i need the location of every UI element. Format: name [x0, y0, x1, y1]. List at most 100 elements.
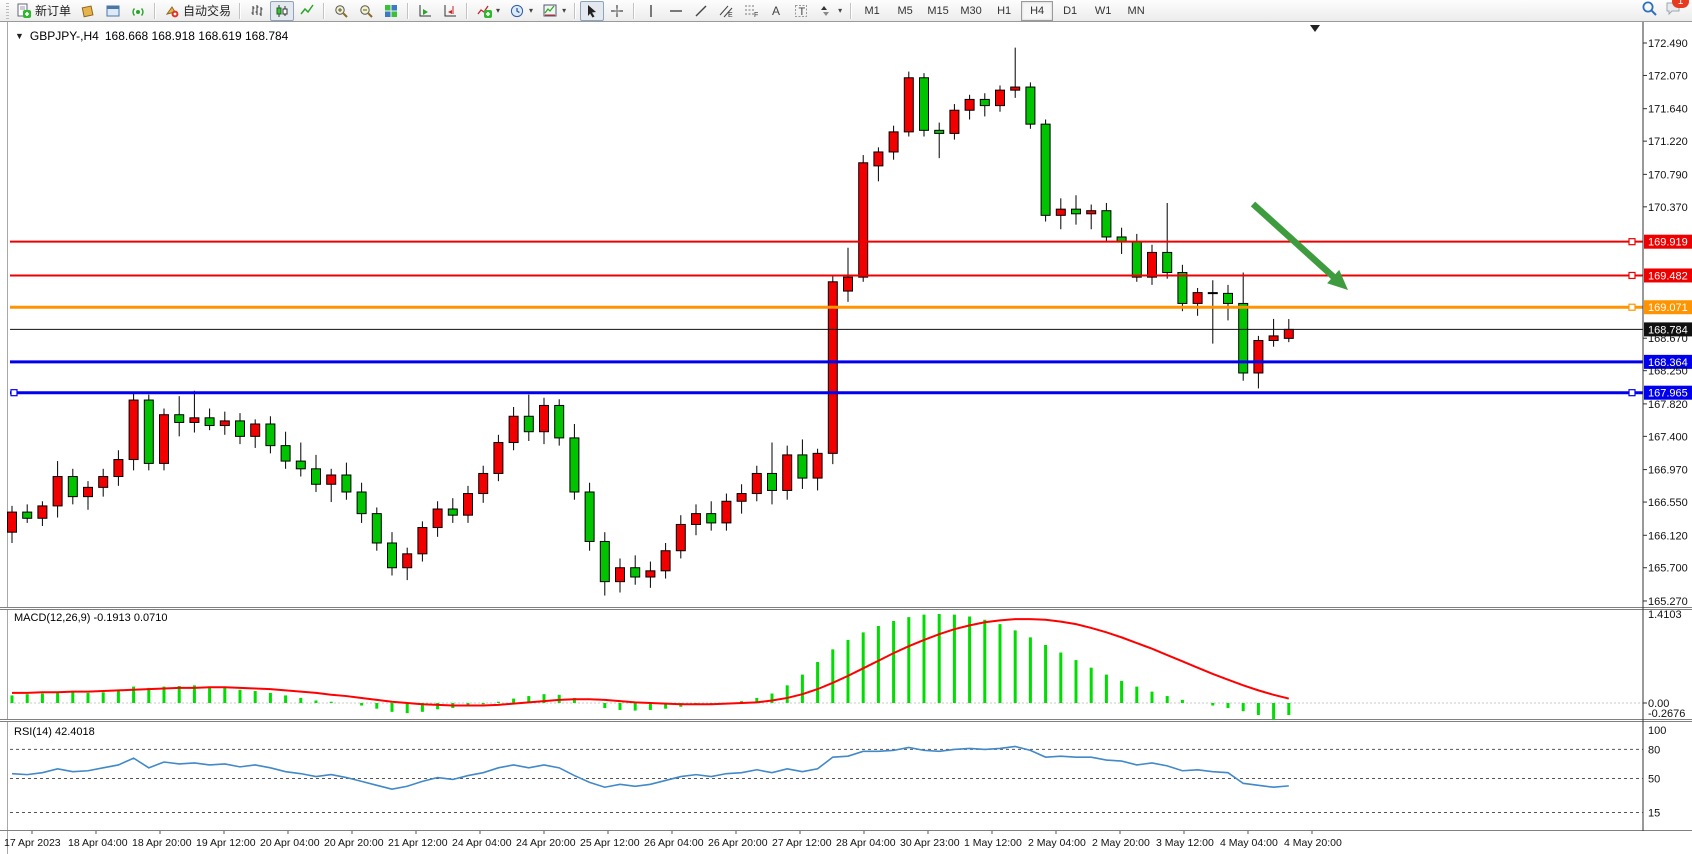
candlestick [143, 399, 154, 464]
candlestick [447, 508, 458, 516]
candlestick [569, 437, 580, 493]
timeframe-h4-button[interactable]: H4 [1021, 0, 1054, 21]
timeframe-m15-button[interactable]: M15 [927, 4, 949, 17]
auto-trading-button[interactable]: 自动交易 [160, 1, 235, 21]
chart-collapse-icon[interactable]: ▼ [15, 31, 24, 41]
chart-shift-marker[interactable] [1310, 25, 1320, 32]
zoom-in-button[interactable] [329, 1, 353, 21]
trendline-button[interactable] [689, 1, 713, 21]
timeframe-m5-button[interactable]: M5 [897, 4, 913, 17]
fibonacci-retracement-button[interactable]: F [739, 1, 763, 21]
chart-symbol-period: GBPJPY-,H4 [29, 29, 99, 43]
price-tick-label: 172.070 [1648, 70, 1688, 82]
chart-shift-button[interactable] [438, 1, 462, 21]
price-tick-label: 167.400 [1648, 431, 1688, 443]
timeframe-mn-button[interactable]: MN [1127, 4, 1145, 17]
search-icon[interactable] [1640, 0, 1658, 22]
candlestick [1086, 210, 1097, 215]
candlestick [691, 513, 701, 525]
line-handle[interactable] [1628, 238, 1636, 246]
trendline-icon [693, 3, 709, 19]
linechart-icon [299, 3, 315, 19]
candlestick [645, 570, 656, 578]
price-line-label-box [1644, 234, 1692, 249]
price-line-label-box [1644, 354, 1692, 369]
time-axis[interactable]: 17 Apr 2023 18 Apr 04:00 18 Apr 20:00 19 Ap… [4, 831, 1342, 849]
price-line-label: 169.482 [1648, 270, 1688, 282]
candlestick [903, 77, 914, 133]
candlestick [523, 415, 534, 433]
candlestick [584, 491, 595, 542]
toolbar-separator [407, 2, 410, 19]
tile-windows-button[interactable] [379, 1, 403, 21]
equidistant-channel-button[interactable]: E [714, 1, 738, 21]
line-handle[interactable] [10, 389, 18, 397]
macd-axis-min: -0.2676 [1648, 708, 1685, 720]
zoom-out-icon [358, 3, 374, 19]
candlestick [1207, 292, 1218, 295]
zoom-out-button[interactable] [354, 1, 378, 21]
candlestick [387, 542, 397, 569]
text-button[interactable]: A [764, 1, 788, 21]
auto-scroll-button[interactable] [413, 1, 437, 21]
trend-arrow-head[interactable] [1327, 269, 1348, 290]
horizontal-line-button[interactable] [664, 1, 688, 21]
candlestick [1253, 340, 1264, 374]
candlestick [67, 476, 78, 498]
timeframe-m1-button[interactable]: M1 [864, 4, 880, 17]
time-tick-label: 17 Apr 2023 [4, 837, 61, 849]
candlestick [858, 162, 869, 278]
timeframe-h1-button[interactable]: H1 [997, 4, 1012, 17]
vertical-line-button[interactable] [639, 1, 663, 21]
price-tick-label: 167.820 [1648, 399, 1688, 411]
time-tick-label: 18 Apr 20:00 [132, 837, 192, 849]
line-handle[interactable] [1628, 271, 1636, 280]
symbols-button[interactable] [76, 1, 100, 21]
templates-button[interactable]: ▾ [538, 1, 570, 21]
price-tick-label: 171.220 [1648, 136, 1688, 148]
candlestick [843, 276, 853, 292]
chevron-down-icon[interactable]: ▾ [496, 6, 501, 15]
text-label-button[interactable]: T [789, 1, 813, 21]
chevron-down-icon[interactable]: ▾ [562, 6, 567, 15]
candlestick [159, 414, 169, 464]
price-axis[interactable]: 172.490 172.070 171.640 171.220 170.790 170.3… [1642, 22, 1688, 831]
chart-title: ▼ GBPJPY-,H4 168.668 168.918 168.619 168… [15, 29, 288, 43]
chart-ohlc-values: 168.668 168.918 168.619 168.784 [104, 29, 289, 43]
price-tick-label: 166.120 [1648, 530, 1688, 542]
time-tick-label: 2 May 04:00 [1028, 837, 1086, 849]
trend-arrow-shaft[interactable] [1250, 201, 1340, 284]
market-watch-button[interactable] [101, 1, 125, 21]
candlestick [615, 567, 625, 583]
line-chart-button[interactable] [295, 1, 319, 21]
time-tick-label: 4 May 04:00 [1220, 837, 1278, 849]
timeframe-m30-button[interactable]: M30 [960, 4, 982, 17]
candlestick [934, 129, 945, 134]
cursor-button[interactable] [580, 0, 605, 21]
crosshair-button[interactable] [605, 1, 629, 21]
rsi-axis-label: 100 [1648, 725, 1666, 737]
new-order-button[interactable]: 新订单 [12, 1, 75, 21]
time-tick-label: 21 Apr 12:00 [388, 837, 448, 849]
line-handle[interactable] [1628, 303, 1636, 311]
candlestick-chart-button[interactable] [270, 0, 295, 21]
chevron-down-icon[interactable]: ▾ [529, 6, 534, 15]
arrows-button[interactable]: ▾ [814, 1, 846, 21]
timeframe-d1-button[interactable]: D1 [1063, 4, 1078, 17]
timeframe-w1-button[interactable]: W1 [1094, 4, 1112, 17]
candlestick [1010, 86, 1021, 91]
candlestick [371, 513, 382, 544]
price-tick-label: 165.270 [1648, 596, 1688, 608]
signals-button[interactable] [126, 1, 150, 21]
candlestick [356, 491, 367, 515]
chevron-down-icon[interactable]: ▾ [838, 6, 843, 15]
zoom-in-icon [333, 3, 349, 19]
notifications-button[interactable]: 1 [1664, 0, 1689, 22]
line-handle[interactable] [1628, 389, 1636, 397]
price-tick-label: 166.970 [1648, 465, 1688, 477]
bar-chart-button[interactable] [245, 1, 269, 21]
indicators-button[interactable]: ▾ [472, 1, 504, 21]
rsi-axis-label: 80 [1648, 744, 1660, 756]
periods-button[interactable]: ▾ [505, 1, 537, 21]
